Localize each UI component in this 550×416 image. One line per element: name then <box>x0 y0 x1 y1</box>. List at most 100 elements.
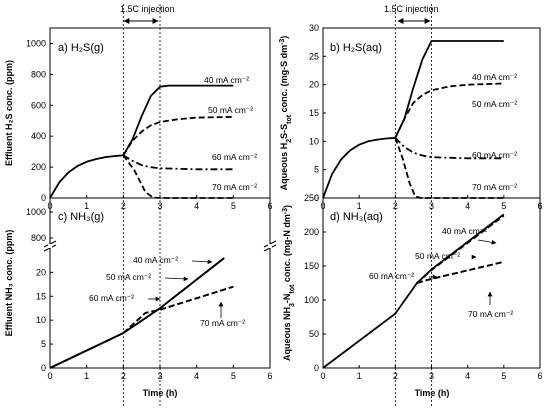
y-tick-label: 200 <box>304 227 319 237</box>
x-tick-label: 5 <box>501 201 506 211</box>
series-line <box>416 214 505 284</box>
label-arrow <box>191 259 213 265</box>
series-line <box>322 40 504 199</box>
series-line <box>394 82 504 139</box>
series-label: 40 mA cm⁻² <box>442 226 487 236</box>
series-label: 40 mA cm⁻² <box>133 255 178 265</box>
plot-area <box>49 84 234 199</box>
label-arrow <box>164 276 189 282</box>
plot-area <box>49 257 234 369</box>
y-tick-label: 10 <box>36 315 46 325</box>
series-label: 50 mA cm⁻² <box>106 272 151 282</box>
y-axis: 0 5 10 15 20 25 30 <box>309 23 326 203</box>
series-line <box>49 84 234 199</box>
x-tick-label: 1 <box>357 371 362 381</box>
injection-annotation-right: 1.5C injection <box>384 4 439 24</box>
y-axis-label: Aqueous H2S-Stot conc. (mg-S dm-3) <box>279 36 293 191</box>
x-tick-label: 4 <box>194 371 199 381</box>
x-axis-label: Time (h) <box>415 388 450 398</box>
y-tick-label: 0 <box>314 193 319 203</box>
x-tick-label: 6 <box>267 371 272 381</box>
x-tick-label: 0 <box>47 371 52 381</box>
series-label: 50 mA cm⁻² <box>415 251 460 261</box>
series-label: 50 mA cm⁻² <box>208 105 253 115</box>
series-line <box>394 137 504 160</box>
series-label: 50 mA cm⁻² <box>472 99 517 109</box>
x-tick-label: 5 <box>231 371 236 381</box>
y-tick-label: 800 <box>31 233 46 243</box>
y-tick-label: 150 <box>304 261 319 271</box>
y-tick-label: 400 <box>31 131 46 141</box>
y-tick-label: 5 <box>41 339 46 349</box>
y-tick-label: 1000 <box>26 38 46 48</box>
panel-title: b) H₂S(aq) <box>330 42 382 54</box>
x-tick-label: 4 <box>465 371 470 381</box>
y-tick-label: 1000 <box>26 207 46 217</box>
y-tick-label: 15 <box>36 291 46 301</box>
y-axis-label: Aqueous NH3-Ntot conc. (mg-N dm-3) <box>282 205 296 361</box>
y-axis-label: Effluent NH₃ conc. (ppm) <box>4 230 14 337</box>
injection-label: 1.5C injection <box>384 4 439 14</box>
series-label: 60 mA cm⁻² <box>369 271 414 281</box>
y-tick-label: 20 <box>36 267 46 277</box>
y-tick-label: 0 <box>41 193 46 203</box>
panel-title: d) NH₃(aq) <box>330 211 383 223</box>
label-arrow <box>477 239 497 245</box>
x-tick-label: 1 <box>357 201 362 211</box>
series-label: 70 mA cm⁻² <box>468 309 513 319</box>
series-label: 60 mA cm⁻² <box>89 293 134 303</box>
series-line <box>122 285 234 334</box>
plot-frame <box>49 197 271 369</box>
y-axis: 0 50 100 150 200 250 <box>304 193 326 373</box>
x-tick-label: 4 <box>194 201 199 211</box>
x-tick-label: 0 <box>320 371 325 381</box>
y-tick-label: 800 <box>31 69 46 79</box>
series-label: 40 mA cm⁻² <box>204 75 249 85</box>
y-axis: 0 5 10 15 20 800 1000 <box>26 207 53 373</box>
series-line <box>416 261 505 284</box>
plot-area <box>322 40 504 199</box>
series-label: 60 mA cm⁻² <box>472 150 517 160</box>
x-tick-label: 4 <box>465 201 470 211</box>
y-tick-label: 10 <box>309 136 319 146</box>
series-label: 70 mA cm⁻² <box>212 182 257 192</box>
x-tick-label: 5 <box>501 371 506 381</box>
y-tick-label: 600 <box>31 100 46 110</box>
y-tick-label: 25 <box>309 51 319 61</box>
series-line <box>49 257 225 369</box>
y-axis: 0 200 400 600 800 1000 <box>26 38 53 203</box>
x-tick-label: 5 <box>231 201 236 211</box>
y-tick-label: 0 <box>314 363 319 373</box>
series-label: 60 mA cm⁻² <box>212 152 257 162</box>
y-tick-label: 15 <box>309 108 319 118</box>
series-line <box>122 154 234 199</box>
injection-label: 1.5C injection <box>120 4 175 14</box>
x-tick-label: 1 <box>84 371 89 381</box>
y-tick-label: 20 <box>309 80 319 90</box>
plot-area <box>322 213 505 369</box>
break-mark <box>43 240 277 252</box>
x-tick-label: 1 <box>84 201 89 211</box>
y-tick-label: 5 <box>314 165 319 175</box>
y-tick-label: 0 <box>41 363 46 373</box>
panel-title: a) H₂S(g) <box>58 42 104 54</box>
series-label: 40 mA cm⁻² <box>472 72 517 82</box>
x-tick-label: 6 <box>537 371 542 381</box>
series-label: 70 mA cm⁻² <box>472 182 517 192</box>
panel-title: c) NH₃(g) <box>58 211 104 223</box>
y-tick-label: 50 <box>309 329 319 339</box>
y-tick-label: 30 <box>309 23 319 33</box>
series-line <box>322 213 505 369</box>
y-axis-label: Effluent H₂S conc. (ppm) <box>4 60 14 166</box>
series-line <box>122 116 234 156</box>
injection-annotation-left: 1.5C injection <box>120 4 175 24</box>
series-label: 70 mA cm⁻² <box>200 318 245 328</box>
y-tick-label: 100 <box>304 295 319 305</box>
series-line <box>122 154 234 171</box>
injection-guides <box>122 4 432 408</box>
